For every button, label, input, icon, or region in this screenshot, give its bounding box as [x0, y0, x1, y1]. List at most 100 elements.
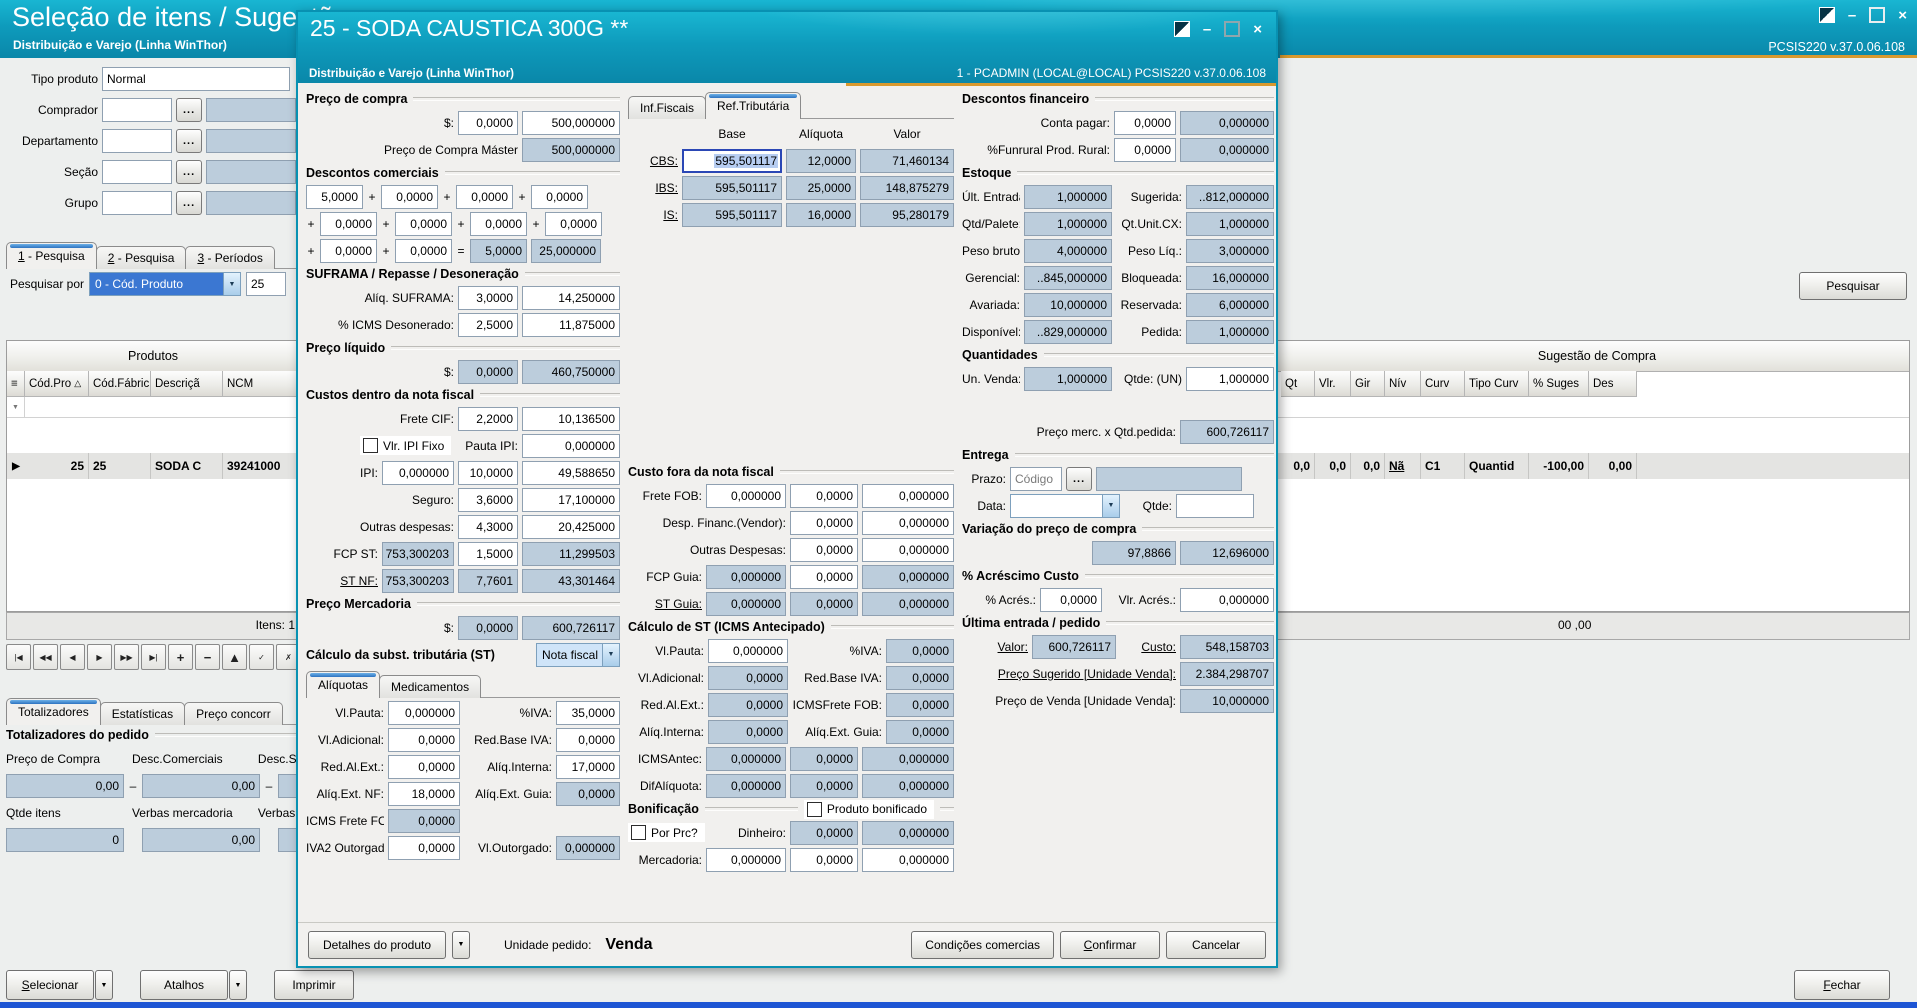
qtde-un-field[interactable]: 1,000000: [1186, 366, 1274, 391]
grupo-field[interactable]: [102, 190, 172, 215]
tab-2-pesquisa[interactable]: 2 - Pesquisa: [95, 246, 187, 269]
selecionar-button[interactable]: Selecionar: [6, 970, 94, 1000]
departamento-field[interactable]: [102, 128, 172, 153]
value-field[interactable]: 0,0000: [395, 211, 452, 236]
column-header-curv[interactable]: Curv: [1421, 371, 1465, 397]
value-field[interactable]: 5,0000: [306, 184, 363, 209]
st-nf-label[interactable]: ST NF:: [340, 573, 378, 588]
custo-label[interactable]: Custo:: [1141, 639, 1176, 654]
frete-cif-field[interactable]: 10,136500: [522, 406, 620, 431]
atalhos-dropdown-button[interactable]: ▼: [229, 970, 247, 1000]
pesquisar-button[interactable]: Pesquisar: [1799, 272, 1907, 300]
is-label[interactable]: IS:: [663, 207, 678, 222]
selecionar-dropdown-button[interactable]: ▼: [95, 970, 113, 1000]
funrural-prod-rural-field[interactable]: 0,0000: [1114, 137, 1176, 162]
value-field[interactable]: 0,0000: [531, 184, 588, 209]
ipi-field[interactable]: 0,000000: [382, 460, 454, 485]
value-field[interactable]: 0,0000: [320, 211, 377, 236]
tab-inf-fiscais[interactable]: Inf.Fiscais: [628, 96, 707, 119]
preco-sugerido-unidade-venda-label[interactable]: Preço Sugerido [Unidade Venda]:: [997, 666, 1176, 681]
tab-medicamentos[interactable]: Medicamentos: [379, 675, 482, 698]
filter-funnel-icon[interactable]: ▼: [7, 397, 25, 417]
fcp-guia-field[interactable]: 0,0000: [790, 564, 858, 589]
value-field[interactable]: 0,0000: [545, 211, 602, 236]
ipi-field[interactable]: 10,0000: [458, 460, 518, 485]
x-field[interactable]: 500,000000: [522, 110, 620, 135]
tipo-produto-field[interactable]: Normal: [102, 66, 290, 91]
red-al-ext-field[interactable]: 0,0000: [388, 754, 460, 779]
red-base-iva-field[interactable]: 0,0000: [556, 727, 620, 752]
chevron-down-icon[interactable]: ▼: [602, 642, 620, 667]
codigo-produto-field[interactable]: 25: [246, 272, 286, 296]
vl-adicional-field[interactable]: 0,0000: [388, 727, 460, 752]
iva2-outorgado-field[interactable]: 0,0000: [388, 835, 460, 860]
close-button[interactable]: ×: [1898, 6, 1907, 24]
column-header-cod-fabric[interactable]: Cód.Fábric: [89, 371, 151, 397]
pesquisar-por-combo[interactable]: 0 - Cód. Produto ▼: [89, 272, 241, 296]
cbs-label[interactable]: CBS:: [649, 153, 678, 168]
iva-field[interactable]: 35,0000: [556, 700, 620, 725]
nav-x-button[interactable]: ✓: [249, 644, 274, 670]
chevron-down-icon[interactable]: ▼: [1102, 493, 1120, 518]
icms-desonerado-field[interactable]: 2,5000: [458, 312, 518, 337]
cbs-field[interactable]: 595,501117: [682, 148, 782, 173]
pauta-ipi-field[interactable]: 0,000000: [522, 433, 620, 458]
desp-financ-vendor-field[interactable]: 0,000000: [862, 510, 954, 535]
chevron-down-icon[interactable]: ▼: [223, 272, 241, 296]
column-header-qt[interactable]: Qt: [1281, 371, 1315, 397]
tab-1-pesquisa[interactable]: 1 - Pesquisa: [6, 242, 97, 269]
outras-despesas-field[interactable]: 0,0000: [790, 537, 858, 562]
column-header-ncm[interactable]: NCM: [223, 371, 303, 397]
x-field[interactable]: 0,0000: [458, 110, 518, 135]
fechar-button[interactable]: Fechar: [1794, 970, 1890, 1000]
maximize-button[interactable]: [1224, 21, 1241, 37]
value-field[interactable]: 0,0000: [395, 238, 452, 263]
grupo-ellipsis-button[interactable]: ...: [176, 190, 202, 215]
imprimir-button[interactable]: Imprimir: [274, 970, 354, 1000]
aliq-suframa-field[interactable]: 3,0000: [458, 285, 518, 310]
frete-cif-field[interactable]: 2,2000: [458, 406, 518, 431]
frete-fob-field[interactable]: 0,0000: [790, 483, 858, 508]
column-header-tipo-curv[interactable]: Tipo Curv: [1465, 371, 1529, 397]
nav-x-button[interactable]: ▶▶: [114, 644, 139, 670]
tab-totalizadores[interactable]: Totalizadores: [6, 698, 101, 725]
detalhes-dropdown-button[interactable]: ▼: [452, 930, 470, 959]
tab-3-periodos[interactable]: 3 - Períodos: [185, 246, 275, 269]
produto-bonificado-checkbox[interactable]: Produto bonificado: [803, 799, 934, 819]
detalhes-do-produto-button[interactable]: Detalhes do produto: [308, 930, 446, 959]
value-field[interactable]: 0,0000: [320, 238, 377, 263]
minimize-button[interactable]: –: [1202, 20, 1212, 38]
vl-pauta-field[interactable]: 0,000000: [388, 700, 460, 725]
secao-field[interactable]: [102, 159, 172, 184]
icms-desonerado-field[interactable]: 11,875000: [522, 312, 620, 337]
value-field[interactable]: 0,0000: [456, 184, 513, 209]
por-prc-checkbox[interactable]: Por Prc?: [628, 823, 705, 842]
maximize-button[interactable]: [1869, 7, 1886, 23]
nav-x-button[interactable]: +: [168, 644, 193, 670]
close-button[interactable]: ×: [1253, 20, 1262, 38]
nota-fiscal-combo[interactable]: Nota fiscal ▼: [536, 642, 620, 667]
seguro-field[interactable]: 3,6000: [458, 487, 518, 512]
column-header-descrica[interactable]: Descriçã: [151, 371, 223, 397]
outras-despesas-field[interactable]: 0,000000: [862, 537, 954, 562]
column-header-cod-pro[interactable]: Cód.Pro △: [25, 371, 89, 397]
mercadoria-field[interactable]: 0,000000: [862, 847, 954, 872]
column-header-des[interactable]: Des: [1589, 371, 1637, 397]
column-header-niv[interactable]: Nív: [1385, 371, 1421, 397]
tab-aliquotas[interactable]: Alíquotas: [306, 671, 381, 698]
condicoes-comerciais-button[interactable]: Condições comercias: [911, 930, 1054, 959]
frete-fob-field[interactable]: 0,000000: [706, 483, 786, 508]
app-window-icon[interactable]: [1173, 21, 1190, 37]
atalhos-button[interactable]: Atalhos: [140, 970, 228, 1000]
tab-preco-concorr[interactable]: Preço concorr: [184, 702, 283, 725]
qtde-field[interactable]: [1176, 493, 1254, 518]
column-header-suges[interactable]: % Suges: [1529, 371, 1589, 397]
ibs-label[interactable]: IBS:: [655, 180, 678, 195]
fcp-st-field[interactable]: 1,5000: [458, 541, 518, 566]
desp-financ-vendor-field[interactable]: 0,0000: [790, 510, 858, 535]
tab-estatisticas[interactable]: Estatísticas: [99, 702, 186, 725]
nav-x-button[interactable]: −: [195, 644, 220, 670]
outras-despesas-field[interactable]: 20,425000: [522, 514, 620, 539]
prazo-ellipsis-button[interactable]: ...: [1066, 466, 1092, 491]
secao-ellipsis-button[interactable]: ...: [176, 159, 202, 184]
